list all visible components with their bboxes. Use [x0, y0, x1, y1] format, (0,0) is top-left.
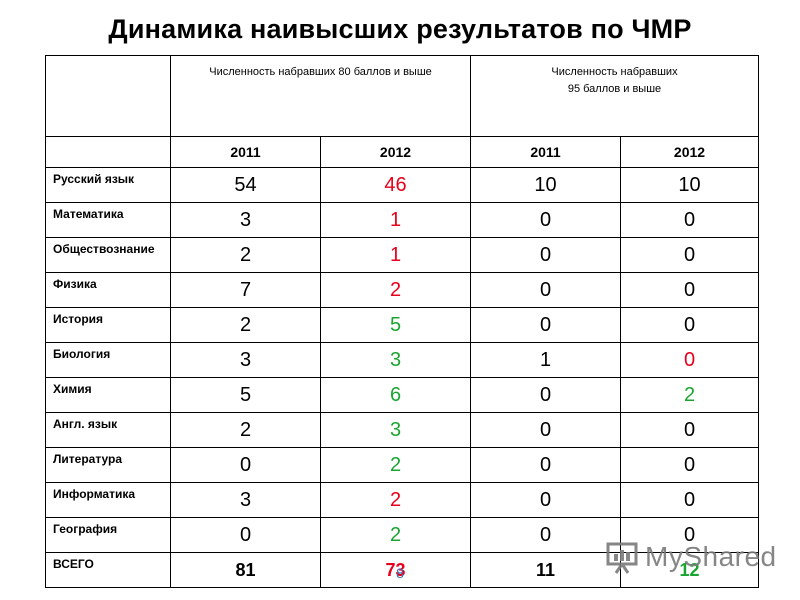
- group-header-80: Численность набравших 80 баллов и выше: [170, 55, 471, 137]
- group-80-label: Численность набравших 80 баллов и выше: [209, 66, 432, 78]
- table-row: Русский язык 54 46 10 10: [45, 167, 759, 203]
- table-body: Русский язык 54 46 10 10 Математика 3 1 0 0 Общест…: [45, 167, 759, 588]
- page-number: 8: [396, 565, 404, 581]
- value-cell: 10: [620, 167, 759, 203]
- value-cell: 3: [170, 202, 321, 238]
- group-header-95: Численность набравших 95 баллов и выше: [470, 55, 759, 137]
- subject-label: Биология: [45, 342, 171, 378]
- value-cell: 11: [470, 552, 621, 588]
- subject-label: Физика: [45, 272, 171, 308]
- table-row: Информатика 3 2 0 0: [45, 482, 759, 518]
- year-header: 2012: [320, 136, 471, 168]
- table-row: Литература 0 2 0 0: [45, 447, 759, 483]
- value-cell: 10: [470, 167, 621, 203]
- value-cell: 2: [170, 307, 321, 343]
- results-table: Численность набравших 80 баллов и выше Ч…: [45, 55, 759, 588]
- table-row: Химия 5 6 0 2: [45, 377, 759, 413]
- value-cell: 5: [320, 307, 471, 343]
- year-header: 2011: [170, 136, 321, 168]
- value-cell: 6: [320, 377, 471, 413]
- value-cell: 0: [620, 237, 759, 273]
- value-cell: 1: [470, 342, 621, 378]
- value-cell: 0: [620, 412, 759, 448]
- value-cell: 0: [620, 447, 759, 483]
- value-cell: 0: [170, 447, 321, 483]
- value-cell: 0: [620, 517, 759, 553]
- value-cell: 2: [320, 272, 471, 308]
- year-header: 2011: [470, 136, 621, 168]
- table-row: География 0 2 0 0: [45, 517, 759, 553]
- value-cell: 0: [170, 517, 321, 553]
- table-row: Англ. язык 2 3 0 0: [45, 412, 759, 448]
- value-cell: 2: [320, 482, 471, 518]
- value-cell: 3: [320, 342, 471, 378]
- value-cell: 2: [170, 412, 321, 448]
- value-cell: 0: [620, 482, 759, 518]
- value-cell: 2: [320, 517, 471, 553]
- group-95-label-line1: Численность набравших: [551, 66, 678, 78]
- subject-label: История: [45, 307, 171, 343]
- value-cell: 5: [170, 377, 321, 413]
- table-row: История 2 5 0 0: [45, 307, 759, 343]
- group-95-label-line2: 95 баллов и выше: [567, 83, 662, 95]
- table-header-groups: Численность набравших 80 баллов и выше Ч…: [45, 55, 759, 137]
- table-row: Математика 3 1 0 0: [45, 202, 759, 238]
- value-cell: 0: [470, 447, 621, 483]
- value-cell: 12: [620, 552, 759, 588]
- subject-label: Англ. язык: [45, 412, 171, 448]
- watermark-logo: MyShared: [605, 537, 777, 577]
- value-cell: 46: [320, 167, 471, 203]
- value-cell: 0: [470, 202, 621, 238]
- table-row: Биология 3 3 1 0: [45, 342, 759, 378]
- year-header: 2012: [620, 136, 759, 168]
- subject-label: Химия: [45, 377, 171, 413]
- value-cell: 0: [620, 342, 759, 378]
- value-cell: 0: [470, 482, 621, 518]
- value-cell: 3: [170, 482, 321, 518]
- page-title: Динамика наивысших результатов по ЧМР: [108, 14, 692, 44]
- value-cell: 0: [620, 272, 759, 308]
- chart-presentation-icon: [606, 542, 638, 574]
- subject-label: ВСЕГО: [45, 552, 171, 588]
- value-cell: 7: [170, 272, 321, 308]
- corner-cell-year: [45, 136, 171, 168]
- value-cell: 0: [470, 412, 621, 448]
- subject-label: Русский язык: [45, 167, 171, 203]
- value-cell: 3: [320, 412, 471, 448]
- value-cell: 0: [470, 307, 621, 343]
- value-cell: 1: [320, 202, 471, 238]
- value-cell: 0: [620, 202, 759, 238]
- value-cell: 2: [170, 237, 321, 273]
- value-cell: 3: [170, 342, 321, 378]
- value-cell: 73: [320, 552, 471, 588]
- value-cell: 0: [470, 272, 621, 308]
- value-cell: 0: [620, 307, 759, 343]
- value-cell: 0: [470, 377, 621, 413]
- table-row: Обществознание 2 1 0 0: [45, 237, 759, 273]
- subject-label: География: [45, 517, 171, 553]
- table-header-years: 2011 2012 2011 2012: [45, 136, 759, 168]
- subject-label: Обществознание: [45, 237, 171, 273]
- value-cell: 0: [470, 237, 621, 273]
- value-cell: 54: [170, 167, 321, 203]
- subject-label: Информатика: [45, 482, 171, 518]
- value-cell: 2: [320, 447, 471, 483]
- subject-label: Литература: [45, 447, 171, 483]
- corner-cell: [45, 55, 171, 137]
- watermark-text: MyShared: [645, 541, 777, 572]
- table-row: Физика 7 2 0 0: [45, 272, 759, 308]
- value-cell: 1: [320, 237, 471, 273]
- subject-label: Математика: [45, 202, 171, 238]
- value-cell: 2: [620, 377, 759, 413]
- value-cell: 0: [470, 517, 621, 553]
- total-row: ВСЕГО 81 73 11 12: [45, 552, 759, 588]
- value-cell: 81: [170, 552, 321, 588]
